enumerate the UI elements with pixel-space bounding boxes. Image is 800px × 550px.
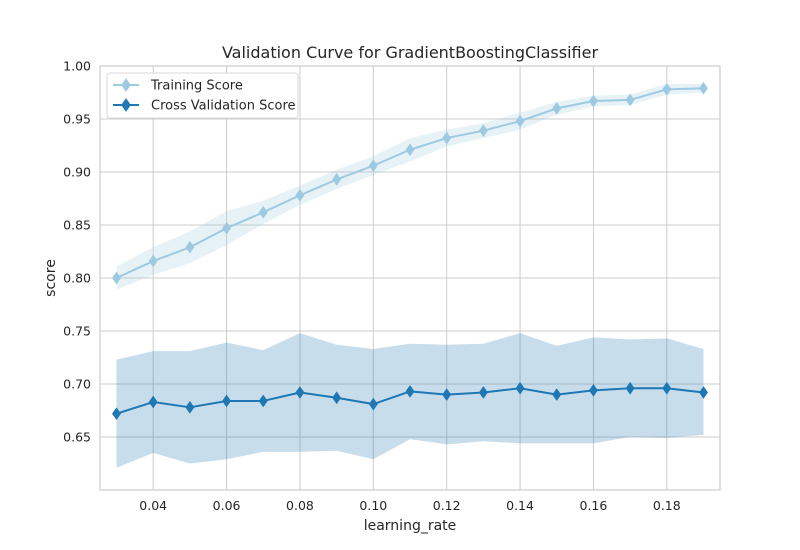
cross-validation-point [698,386,708,399]
training-point [442,131,452,145]
training-point [698,81,708,95]
y-tick-label: 0.90 [63,165,91,180]
x-tick-label: 0.12 [433,498,461,513]
training-point [515,114,525,128]
x-tick-label: 0.14 [506,498,534,513]
cross-validation-point [295,386,305,399]
x-tick-label: 0.10 [359,498,387,513]
x-tick-label: 0.16 [580,498,608,513]
y-axis-label: score [43,259,59,297]
training-point [148,254,158,268]
training-point [552,101,562,115]
cross-validation-point [332,391,342,405]
cross-validation-point [662,381,672,395]
cross-validation-point [258,394,268,408]
cross-validation-std-band [116,333,704,468]
x-tick-label: 0.04 [139,498,167,513]
confidence-bands [116,84,704,468]
legend-label-cross-validation: Cross Validation Score [151,99,296,114]
cross-validation-point [552,388,562,402]
cross-validation-point [405,384,415,398]
training-point [112,271,122,285]
legend-marker-cross-validation [121,98,131,112]
training-point [662,82,672,96]
legend-label-training: Training Score [150,79,243,94]
x-tick-label: 0.08 [286,498,314,513]
y-axis-ticks: 0.65 0.70 0.75 0.80 0.85 0.90 0.95 1.00 [63,59,91,445]
training-point [258,205,268,219]
cross-validation-point [112,407,122,421]
training-point [295,188,305,202]
y-tick-label: 0.80 [63,271,91,286]
cross-validation-point [185,400,195,414]
cross-validation-point [148,395,158,409]
x-tick-label: 0.18 [653,498,681,513]
y-tick-label: 0.65 [63,430,91,445]
x-axis-label: learning_rate [364,518,457,534]
y-tick-label: 0.85 [63,218,91,233]
cross-validation-point [442,388,452,402]
y-tick-label: 1.00 [63,59,91,74]
cross-validation-point [478,386,488,399]
training-point [332,172,342,186]
y-tick-label: 0.70 [63,377,91,392]
y-tick-label: 0.95 [63,112,91,127]
cross-validation-point [515,381,525,395]
plot-frame [99,65,721,491]
cross-validation-point [222,394,232,408]
y-tick-label: 0.75 [63,324,91,339]
x-tick-label: 0.06 [213,498,241,513]
legend-marker-training [121,78,131,92]
legend: Training Score Cross Validation Score [106,72,299,119]
series-markers [112,81,708,421]
cross-validation-point [588,383,598,397]
cross-validation-point [368,397,378,411]
training-point [625,93,635,107]
cross-validation-point [625,381,635,395]
training-point [185,240,195,254]
training-point [588,94,598,108]
x-axis-ticks: 0.04 0.06 0.08 0.10 0.12 0.14 0.16 0.18 [139,498,680,513]
training-point [368,159,378,173]
chart-title: Validation Curve for GradientBoostingCla… [222,43,598,62]
training-point [405,143,415,157]
legend-box [106,72,299,119]
training-point [222,221,232,235]
training-point [478,124,488,138]
